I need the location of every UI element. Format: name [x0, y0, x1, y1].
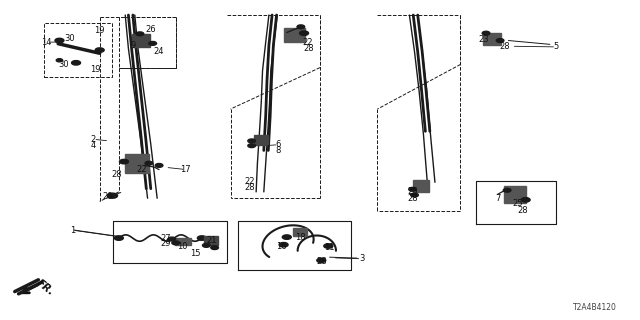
Circle shape [248, 144, 255, 148]
Text: 28: 28 [244, 183, 255, 192]
Text: 18: 18 [296, 233, 306, 242]
Circle shape [156, 164, 163, 167]
Circle shape [482, 31, 490, 35]
Text: 20: 20 [103, 192, 113, 201]
Text: 25: 25 [513, 198, 524, 207]
Bar [483, 33, 501, 45]
Text: 8: 8 [276, 146, 281, 155]
Text: 28: 28 [304, 44, 314, 53]
Circle shape [324, 244, 333, 248]
Text: 9: 9 [131, 41, 136, 50]
Text: 22: 22 [244, 177, 255, 186]
Text: 24: 24 [154, 47, 164, 56]
Circle shape [409, 188, 417, 191]
Text: 22: 22 [302, 38, 312, 47]
Bar [125, 154, 149, 173]
Circle shape [168, 237, 175, 241]
Circle shape [300, 31, 308, 36]
Text: 14: 14 [42, 38, 52, 47]
Circle shape [136, 32, 144, 36]
Text: 25: 25 [407, 188, 418, 196]
Bar [413, 180, 429, 192]
Text: 19: 19 [90, 65, 100, 74]
Text: 1: 1 [70, 226, 75, 235]
Circle shape [95, 48, 104, 52]
Text: 28: 28 [518, 206, 529, 215]
Bar [292, 228, 307, 236]
Text: FR.: FR. [35, 278, 56, 298]
Circle shape [55, 38, 64, 43]
Circle shape [282, 235, 291, 239]
Text: 30: 30 [58, 60, 68, 69]
Text: 3: 3 [359, 254, 364, 263]
Bar [132, 34, 150, 47]
Text: 28: 28 [111, 170, 122, 179]
Circle shape [248, 139, 255, 143]
Text: 10: 10 [177, 242, 188, 251]
Text: 17: 17 [180, 165, 191, 174]
Circle shape [72, 60, 81, 65]
Text: 22: 22 [136, 165, 147, 174]
Text: 27: 27 [160, 234, 171, 243]
Circle shape [211, 246, 218, 250]
Text: 16: 16 [276, 242, 287, 251]
Text: 5: 5 [554, 42, 559, 52]
Circle shape [115, 236, 124, 240]
Text: 28: 28 [316, 258, 326, 267]
Circle shape [317, 258, 326, 263]
Text: 21: 21 [206, 236, 217, 245]
Text: 15: 15 [190, 250, 201, 259]
Bar [204, 236, 218, 245]
Circle shape [56, 59, 63, 62]
Text: 11: 11 [324, 243, 335, 252]
Circle shape [496, 39, 504, 43]
Text: 19: 19 [95, 27, 105, 36]
Text: T2A4B4120: T2A4B4120 [573, 303, 616, 312]
Circle shape [197, 236, 206, 240]
Text: 26: 26 [145, 25, 156, 34]
Bar [254, 135, 268, 145]
Bar [504, 186, 526, 203]
Text: 28: 28 [500, 42, 511, 52]
Text: 4: 4 [91, 141, 96, 150]
Circle shape [202, 244, 210, 247]
Bar [284, 28, 305, 42]
Bar [175, 238, 191, 245]
Circle shape [172, 241, 179, 245]
Text: 6: 6 [276, 140, 281, 149]
Text: 29: 29 [160, 239, 171, 248]
Circle shape [145, 161, 153, 165]
Text: 28: 28 [407, 194, 418, 203]
Circle shape [120, 159, 129, 164]
Text: 30: 30 [65, 35, 75, 44]
Circle shape [108, 193, 118, 198]
Text: 2: 2 [91, 135, 96, 144]
Circle shape [411, 193, 419, 197]
Circle shape [503, 188, 511, 192]
Circle shape [297, 25, 305, 29]
Circle shape [279, 243, 288, 247]
Text: 7: 7 [495, 194, 500, 204]
Circle shape [521, 197, 530, 202]
Text: 23: 23 [478, 35, 489, 44]
Circle shape [149, 42, 157, 45]
